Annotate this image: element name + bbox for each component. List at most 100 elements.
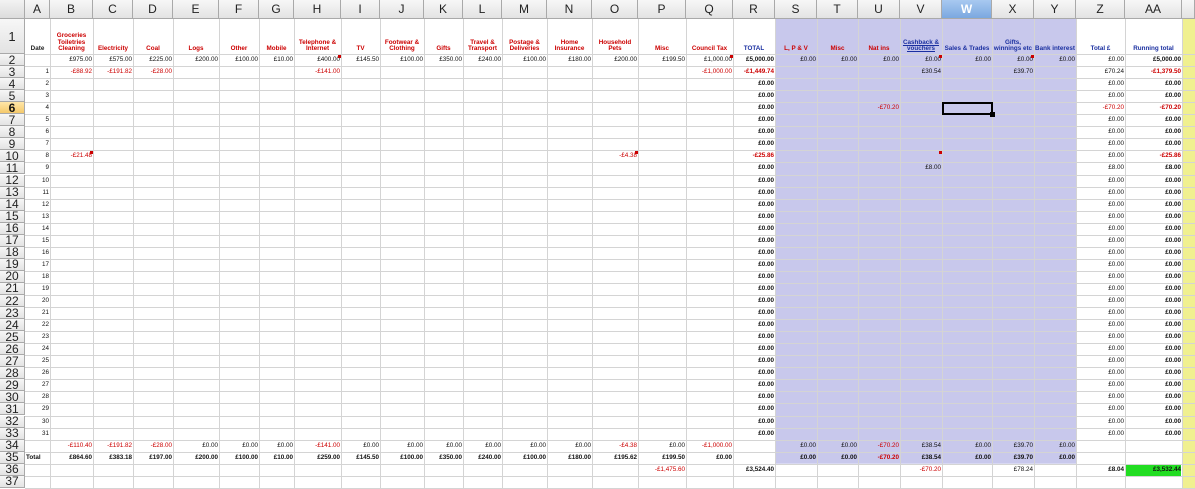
row-header-21[interactable]: 21 [0,281,25,295]
subtotal-cell[interactable]: £0.00 [485,441,501,449]
header-cell-l[interactable]: Travel & Transport [467,38,498,53]
entry-cell[interactable]: -£88.92 [70,68,92,76]
row-header-25[interactable]: 25 [0,330,25,344]
entry-cell[interactable]: £39.70 [1013,68,1033,76]
total-cell[interactable]: £0.00 [1165,321,1181,329]
date-cell[interactable]: 1 [45,68,49,76]
total-cell[interactable]: £0.00 [1165,236,1181,244]
total-cell[interactable]: £864.60 [69,453,92,461]
total-cell[interactable]: £0.00 [841,453,857,461]
total-cell[interactable]: £0.00 [758,236,774,244]
total-cell[interactable]: £0.00 [758,140,774,148]
budget-cell[interactable]: £5,000.00 [745,56,774,63]
total-cell[interactable]: £0.00 [1108,176,1124,184]
subtotal-cell[interactable]: £0.00 [841,441,857,449]
total-cell[interactable]: £0.00 [1108,128,1124,136]
header-cell-k[interactable]: Gifts [436,45,451,53]
column-header-z[interactable]: Z [1076,0,1125,19]
row-header-16[interactable]: 16 [0,221,25,235]
row-header-10[interactable]: 10 [0,149,25,163]
header-cell-m[interactable]: Postage & Deliveries [509,38,540,53]
total-cell[interactable]: £0.00 [1108,248,1124,256]
total-cell[interactable]: £100.00 [523,453,546,461]
row-header-11[interactable]: 11 [0,161,25,175]
total-cell[interactable]: £0.00 [758,393,774,401]
total-cell[interactable]: £0.00 [1108,212,1124,220]
total-cell[interactable]: £0.00 [1108,321,1124,329]
subtotal-cell[interactable]: -£141.00 [315,441,340,449]
subtotal-cell[interactable]: £0.00 [363,441,379,449]
total-cell[interactable]: £0.00 [1108,405,1124,413]
total-cell[interactable]: £0.00 [1108,92,1124,100]
header-cell-aa[interactable]: Running total [1133,45,1174,53]
total-cell[interactable]: £0.00 [758,417,774,425]
subtotal-cell[interactable]: £0.00 [202,441,218,449]
subtotal-cell[interactable]: £0.00 [530,441,546,449]
total-cell[interactable]: £0.00 [758,212,774,220]
column-header-w[interactable]: W [942,0,992,19]
row-header-27[interactable]: 27 [0,354,25,368]
subtotal-cell[interactable]: £0.00 [975,441,991,449]
date-cell[interactable]: 13 [41,212,49,220]
row-header-12[interactable]: 12 [0,173,25,187]
total-cell[interactable]: £0.00 [1165,212,1181,220]
total-cell[interactable]: £0.00 [1108,309,1124,317]
total-cell[interactable]: £0.00 [1108,272,1124,280]
header-cell-w[interactable]: Sales & Trades [944,45,990,53]
header-cell-p[interactable]: Misc [655,45,669,53]
date-cell[interactable]: 7 [45,140,49,148]
row-header-8[interactable]: 8 [0,125,25,139]
row-header-6[interactable]: 6 [0,101,25,115]
column-header-u[interactable]: U [858,0,900,19]
column-header-y[interactable]: Y [1034,0,1076,19]
row-header-36[interactable]: 36 [0,462,25,476]
date-cell[interactable]: 26 [41,369,49,377]
date-cell[interactable]: 29 [41,405,49,413]
row-header-7[interactable]: 7 [0,113,25,127]
total-cell[interactable]: £0.00 [1108,345,1124,353]
total-cell[interactable]: £0.00 [758,272,774,280]
header-cell-c[interactable]: Electricity [97,45,129,53]
header-cell-h[interactable]: Telephone & Internet [298,38,337,53]
column-header-n[interactable]: N [547,0,592,19]
budget-cell[interactable]: £0.00 [925,56,941,63]
total-cell[interactable]: £0.00 [1108,369,1124,377]
date-cell[interactable]: 3 [45,92,49,100]
header-cell-a[interactable]: Date [30,45,45,53]
header-cell-x[interactable]: Gifts, winnings etc [993,38,1033,53]
row-header-13[interactable]: 13 [0,185,25,199]
active-cell-cursor[interactable] [942,102,993,116]
entry-cell[interactable]: -£70.20 [1159,104,1181,112]
row-header-32[interactable]: 32 [0,414,25,428]
header-cell-s[interactable]: L, P & V [784,45,808,53]
row-header-20[interactable]: 20 [0,269,25,283]
budget-cell[interactable]: £180.00 [568,56,591,63]
entry-cell[interactable]: -£1,379.50 [1150,68,1181,76]
total-cell[interactable]: £0.00 [1165,429,1181,437]
date-cell[interactable]: 28 [41,393,49,401]
column-header-j[interactable]: J [380,0,424,19]
budget-cell[interactable]: £225.00 [149,56,172,63]
subtotal-cell[interactable]: -£1,000.00 [701,441,732,449]
total-cell[interactable]: £0.00 [1165,248,1181,256]
grand-total-cell[interactable]: -£1,475.60 [654,465,685,473]
row-header-22[interactable]: 22 [0,294,25,308]
subtotal-cell[interactable]: -£70.20 [877,441,899,449]
subtotal-cell[interactable]: £0.00 [446,441,462,449]
budget-cell[interactable]: £350.00 [439,56,462,63]
header-cell-b[interactable]: Groceries Toiletries Cleaning [56,32,87,53]
total-cell[interactable]: £0.00 [1165,405,1181,413]
total-cell[interactable]: £0.00 [758,429,774,437]
total-cell[interactable]: £0.00 [1108,333,1124,341]
header-cell-n[interactable]: Home Insurance [554,38,585,53]
date-cell[interactable]: 2 [45,80,49,88]
total-cell[interactable]: £0.00 [1108,200,1124,208]
row-header-4[interactable]: 4 [0,77,25,91]
row-header-28[interactable]: 28 [0,366,25,380]
fill-handle[interactable] [990,112,995,118]
column-header-k[interactable]: K [424,0,463,19]
entry-cell[interactable]: -£191.82 [107,68,132,76]
subtotal-cell[interactable]: £38.54 [921,441,941,449]
total-cell[interactable]: £180.00 [568,453,591,461]
date-cell[interactable]: 20 [41,297,49,304]
